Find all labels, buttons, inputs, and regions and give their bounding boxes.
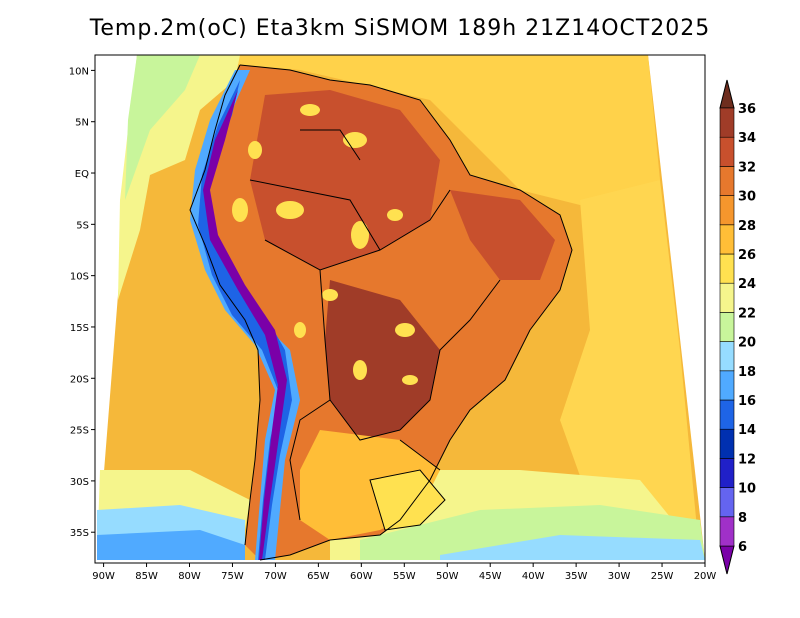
- lon-tick-label: 20W: [694, 571, 717, 582]
- colorbar-segment: [719, 428, 735, 459]
- colorbar-label: 20: [738, 336, 756, 351]
- colorbar-label: 30: [738, 190, 756, 205]
- colorbar-segment: [719, 253, 735, 284]
- colorbar-top-arrow: [719, 79, 735, 109]
- colorbar-bottom-arrow: [719, 545, 735, 575]
- colorbar-label: 24: [738, 277, 756, 292]
- lon-tick-label: 35W: [565, 571, 588, 582]
- lon-tick-label: 60W: [350, 571, 373, 582]
- ocean-atlantic-south-blue: [440, 535, 705, 560]
- colorbar-segment: [719, 224, 735, 255]
- colorbar-label: 14: [738, 423, 756, 438]
- lon-tick-label: 65W: [307, 571, 330, 582]
- lon-tick-label: 40W: [522, 571, 545, 582]
- map-title: Temp.2m(oC) Eta3km SiSMOM 189h 21Z14OCT2…: [89, 16, 711, 41]
- lon-tick-label: 80W: [178, 571, 201, 582]
- lon-tick-label: 90W: [92, 571, 115, 582]
- ocean-atlantic-east: [560, 180, 700, 560]
- ocean-pacific-green: [125, 55, 200, 200]
- colorbar-segment: [719, 487, 735, 518]
- interior-hot-northeast: [450, 190, 555, 280]
- colorbar-segment: [719, 458, 735, 488]
- ocean-pacific-south-cold: [97, 530, 245, 560]
- lat-tick-label: 35S: [70, 528, 89, 539]
- lat-tick-label: 5S: [76, 220, 89, 231]
- colorbar-label: 34: [738, 131, 756, 146]
- colorbar-label: 8: [738, 511, 747, 526]
- map-frame: [94, 54, 706, 564]
- colorbar-label: 18: [738, 365, 756, 380]
- lon-tick-label: 50W: [436, 571, 459, 582]
- colorbar-label: 10: [738, 482, 756, 497]
- colorbar: 6 8 10 12 14 16 18 20 22 24 26 28 30 32 34 36: [719, 79, 756, 575]
- colorbar-segment: [719, 195, 735, 226]
- lon-tick-label: 85W: [135, 571, 158, 582]
- lat-tick-label: 10N: [69, 66, 89, 77]
- colorbar-segment: [719, 107, 735, 138]
- colorbar-label: 32: [738, 160, 756, 175]
- colorbar-segment: [719, 516, 735, 547]
- lon-tick-label: 45W: [479, 571, 502, 582]
- colorbar-segment: [719, 399, 735, 430]
- country-borders: [189, 64, 573, 561]
- lat-tick-label: 15S: [70, 323, 89, 334]
- lat-tick-label: 25S: [70, 426, 89, 437]
- andes-band-core: [203, 90, 287, 560]
- colorbar-segment: [719, 312, 735, 342]
- colorbar-label: 6: [738, 540, 747, 555]
- colorbar-label: 28: [738, 219, 756, 234]
- latitude-axis: 10N 5N EQ 5S 10S 15S 20S 25S 30S 35S: [69, 66, 95, 539]
- colorbar-segment: [719, 166, 735, 196]
- colorbar-label: 22: [738, 306, 756, 321]
- colorbar-segment: [719, 136, 735, 167]
- lon-tick-label: 75W: [221, 571, 244, 582]
- lon-tick-label: 70W: [264, 571, 287, 582]
- colorbar-segment: [719, 282, 735, 313]
- lat-tick-label: 30S: [70, 477, 89, 488]
- lat-tick-label: 20S: [70, 374, 89, 385]
- interior-hot-north: [250, 90, 440, 270]
- lon-tick-label: 30W: [608, 571, 631, 582]
- colorbar-segment: [719, 370, 735, 401]
- lat-tick-label: 10S: [70, 272, 89, 283]
- colorbar-segment: [719, 341, 735, 372]
- lat-tick-label: EQ: [75, 169, 89, 180]
- lon-tick-label: 55W: [393, 571, 416, 582]
- colorbar-label: 16: [738, 394, 756, 409]
- colorbar-label: 12: [738, 452, 756, 467]
- ocean-warm-north: [140, 55, 660, 210]
- lon-tick-label: 25W: [651, 571, 674, 582]
- colorbar-label: 26: [738, 248, 756, 263]
- longitude-axis: 90W 85W 80W 75W 70W 65W 60W 55W 50W 45W 40W 35W 30W 2…: [92, 563, 716, 582]
- colorbar-label: 36: [738, 102, 756, 117]
- lat-tick-label: 5N: [75, 118, 89, 129]
- interior-hot-central: [325, 280, 440, 440]
